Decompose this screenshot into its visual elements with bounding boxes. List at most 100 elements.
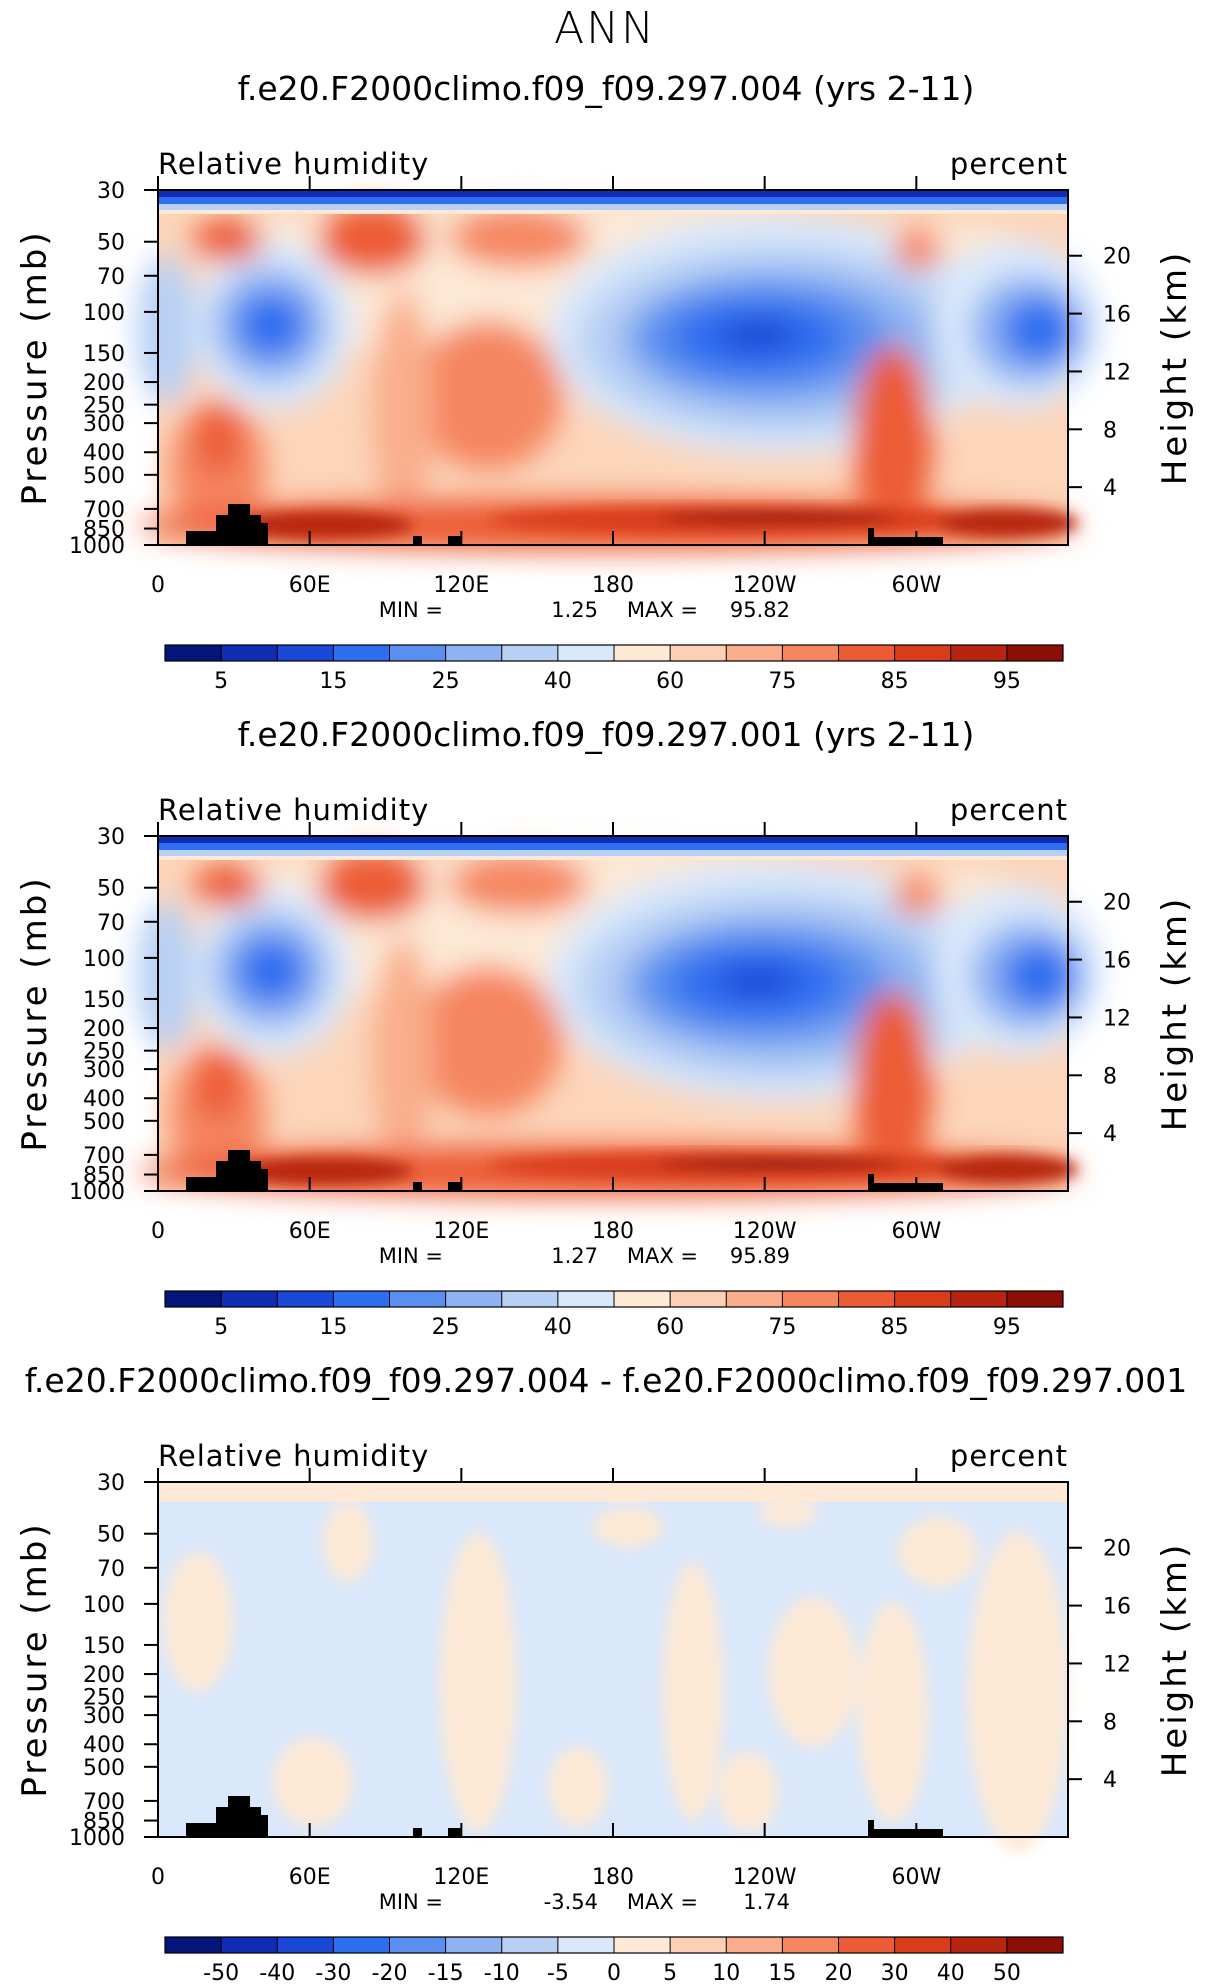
- y-tick-label: 700: [83, 498, 125, 523]
- colorbar-label: -10: [484, 1961, 520, 1986]
- y-axis-title-right: Height (km): [1155, 896, 1195, 1132]
- y-tick-label: 50: [97, 1523, 125, 1548]
- colorbar-swatch: [277, 1937, 334, 1953]
- height-tick-label: 16: [1103, 1595, 1131, 1620]
- y-tick-label: 850: [83, 1164, 125, 1189]
- panel-1: f.e20.F2000climo.f09_f09.297.004 (yrs 2-…: [15, 69, 1195, 694]
- colorbar-swatch: [670, 1291, 727, 1307]
- height-tick-label: 12: [1103, 360, 1131, 385]
- height-tick-label: 4: [1103, 476, 1117, 501]
- x-tick-label: 120W: [733, 1219, 797, 1244]
- y-tick-label: 850: [83, 1810, 125, 1835]
- min-label: MIN =: [379, 598, 443, 622]
- colorbar-label: 25: [432, 669, 460, 694]
- max-label: MAX =: [627, 598, 698, 622]
- colorbar-swatch: [894, 1291, 951, 1307]
- colorbar-label: 75: [768, 1315, 796, 1340]
- y-tick-label: 300: [83, 1704, 125, 1729]
- colorbar-swatch: [838, 1937, 895, 1953]
- colorbar-swatch: [333, 1291, 390, 1307]
- y-tick-label: 30: [97, 1471, 125, 1496]
- colorbar-swatch: [726, 1937, 783, 1953]
- contour-field: [136, 836, 1103, 1197]
- colorbar-swatch: [782, 1937, 839, 1953]
- height-tick-label: 4: [1103, 1768, 1117, 1793]
- colorbar-swatch: [782, 645, 839, 661]
- colorbar-swatch: [726, 1291, 783, 1307]
- colorbar-label: -5: [547, 1961, 569, 1986]
- x-axis: 0 60E 120E 180 120W 60W: [151, 176, 941, 598]
- colorbar-label: 40: [544, 669, 572, 694]
- colorbar-swatch: [501, 645, 558, 661]
- height-tick-label: 16: [1103, 949, 1131, 974]
- x-tick-label: 60E: [289, 1865, 331, 1890]
- min-value: -3.54: [544, 1890, 598, 1914]
- colorbar-label: 5: [663, 1961, 677, 1986]
- colorbar-swatch: [333, 1937, 390, 1953]
- y-tick-label: 30: [97, 179, 125, 204]
- colorbar-label: 15: [319, 1315, 347, 1340]
- colorbar-swatch: [614, 1291, 671, 1307]
- colorbar-swatch: [557, 1937, 614, 1953]
- min-value: 1.27: [551, 1244, 598, 1268]
- x-tick-label: 120W: [733, 1865, 797, 1890]
- colorbar-label: 60: [656, 1315, 684, 1340]
- max-value: 1.74: [743, 1890, 790, 1914]
- colorbar-swatch: [1006, 1291, 1063, 1307]
- colorbar-label: 15: [319, 669, 347, 694]
- min-value: 1.25: [551, 598, 598, 622]
- variable-label: Relative humidity: [158, 147, 429, 181]
- y-tick-label: 100: [83, 947, 125, 972]
- x-tick-label: 60E: [289, 1219, 331, 1244]
- variable-label: Relative humidity: [158, 1439, 429, 1473]
- colorbar: 5 15 25 40 60 75 85 95: [164, 1290, 1064, 1340]
- panel-title: f.e20.F2000climo.f09_f09.297.004 (yrs 2-…: [238, 69, 975, 108]
- units-label: percent: [950, 793, 1068, 827]
- panel-title: f.e20.F2000climo.f09_f09.297.004 - f.e20…: [25, 1361, 1188, 1400]
- colorbar-swatch: [389, 1291, 446, 1307]
- colorbar-swatch: [894, 645, 951, 661]
- colorbar-swatch: [277, 1291, 334, 1307]
- panel-title: f.e20.F2000climo.f09_f09.297.001 (yrs 2-…: [238, 715, 975, 754]
- colorbar-swatch: [221, 1291, 278, 1307]
- y-tick-label: 150: [83, 342, 125, 367]
- colorbar-label: -40: [259, 1961, 295, 1986]
- colorbar-swatch: [445, 1291, 502, 1307]
- colorbar-label: 85: [881, 669, 909, 694]
- y-tick-label: 50: [97, 877, 125, 902]
- x-tick-label: 120W: [733, 573, 797, 598]
- y-tick-label: 200: [83, 371, 125, 396]
- colorbar-label: 25: [432, 1315, 460, 1340]
- max-value: 95.89: [730, 1244, 790, 1268]
- colorbar-swatch: [389, 645, 446, 661]
- contour-field: [136, 190, 1103, 551]
- y-tick-label: 1000: [69, 534, 125, 559]
- y-tick-label: 30: [97, 825, 125, 850]
- y-tick-label: 100: [83, 1593, 125, 1618]
- colorbar-label: 95: [993, 669, 1021, 694]
- colorbar-swatch: [277, 645, 334, 661]
- y-tick-label: 300: [83, 412, 125, 437]
- x-tick-label: 60W: [891, 1219, 941, 1244]
- units-label: percent: [950, 147, 1068, 181]
- colorbar-label: -20: [372, 1961, 408, 1986]
- colorbar-label: 95: [993, 1315, 1021, 1340]
- y-tick-label: 200: [83, 1663, 125, 1688]
- y-tick-label: 250: [83, 1040, 125, 1065]
- y-axis-title-right: Height (km): [1155, 1542, 1195, 1778]
- max-value: 95.82: [730, 598, 790, 622]
- height-tick-label: 8: [1103, 418, 1117, 443]
- y-tick-label: 500: [83, 464, 125, 489]
- x-tick-label: 0: [151, 1865, 165, 1890]
- panels: f.e20.F2000climo.f09_f09.297.004 (yrs 2-…: [15, 69, 1195, 1986]
- colorbar-label: 75: [768, 669, 796, 694]
- y-tick-label: 70: [97, 265, 125, 290]
- y-tick-label: 1000: [69, 1180, 125, 1205]
- y-axis-title-right: Height (km): [1155, 250, 1195, 486]
- colorbar-swatch: [501, 1291, 558, 1307]
- y-tick-label: 400: [83, 441, 125, 466]
- colorbar-label: 60: [656, 669, 684, 694]
